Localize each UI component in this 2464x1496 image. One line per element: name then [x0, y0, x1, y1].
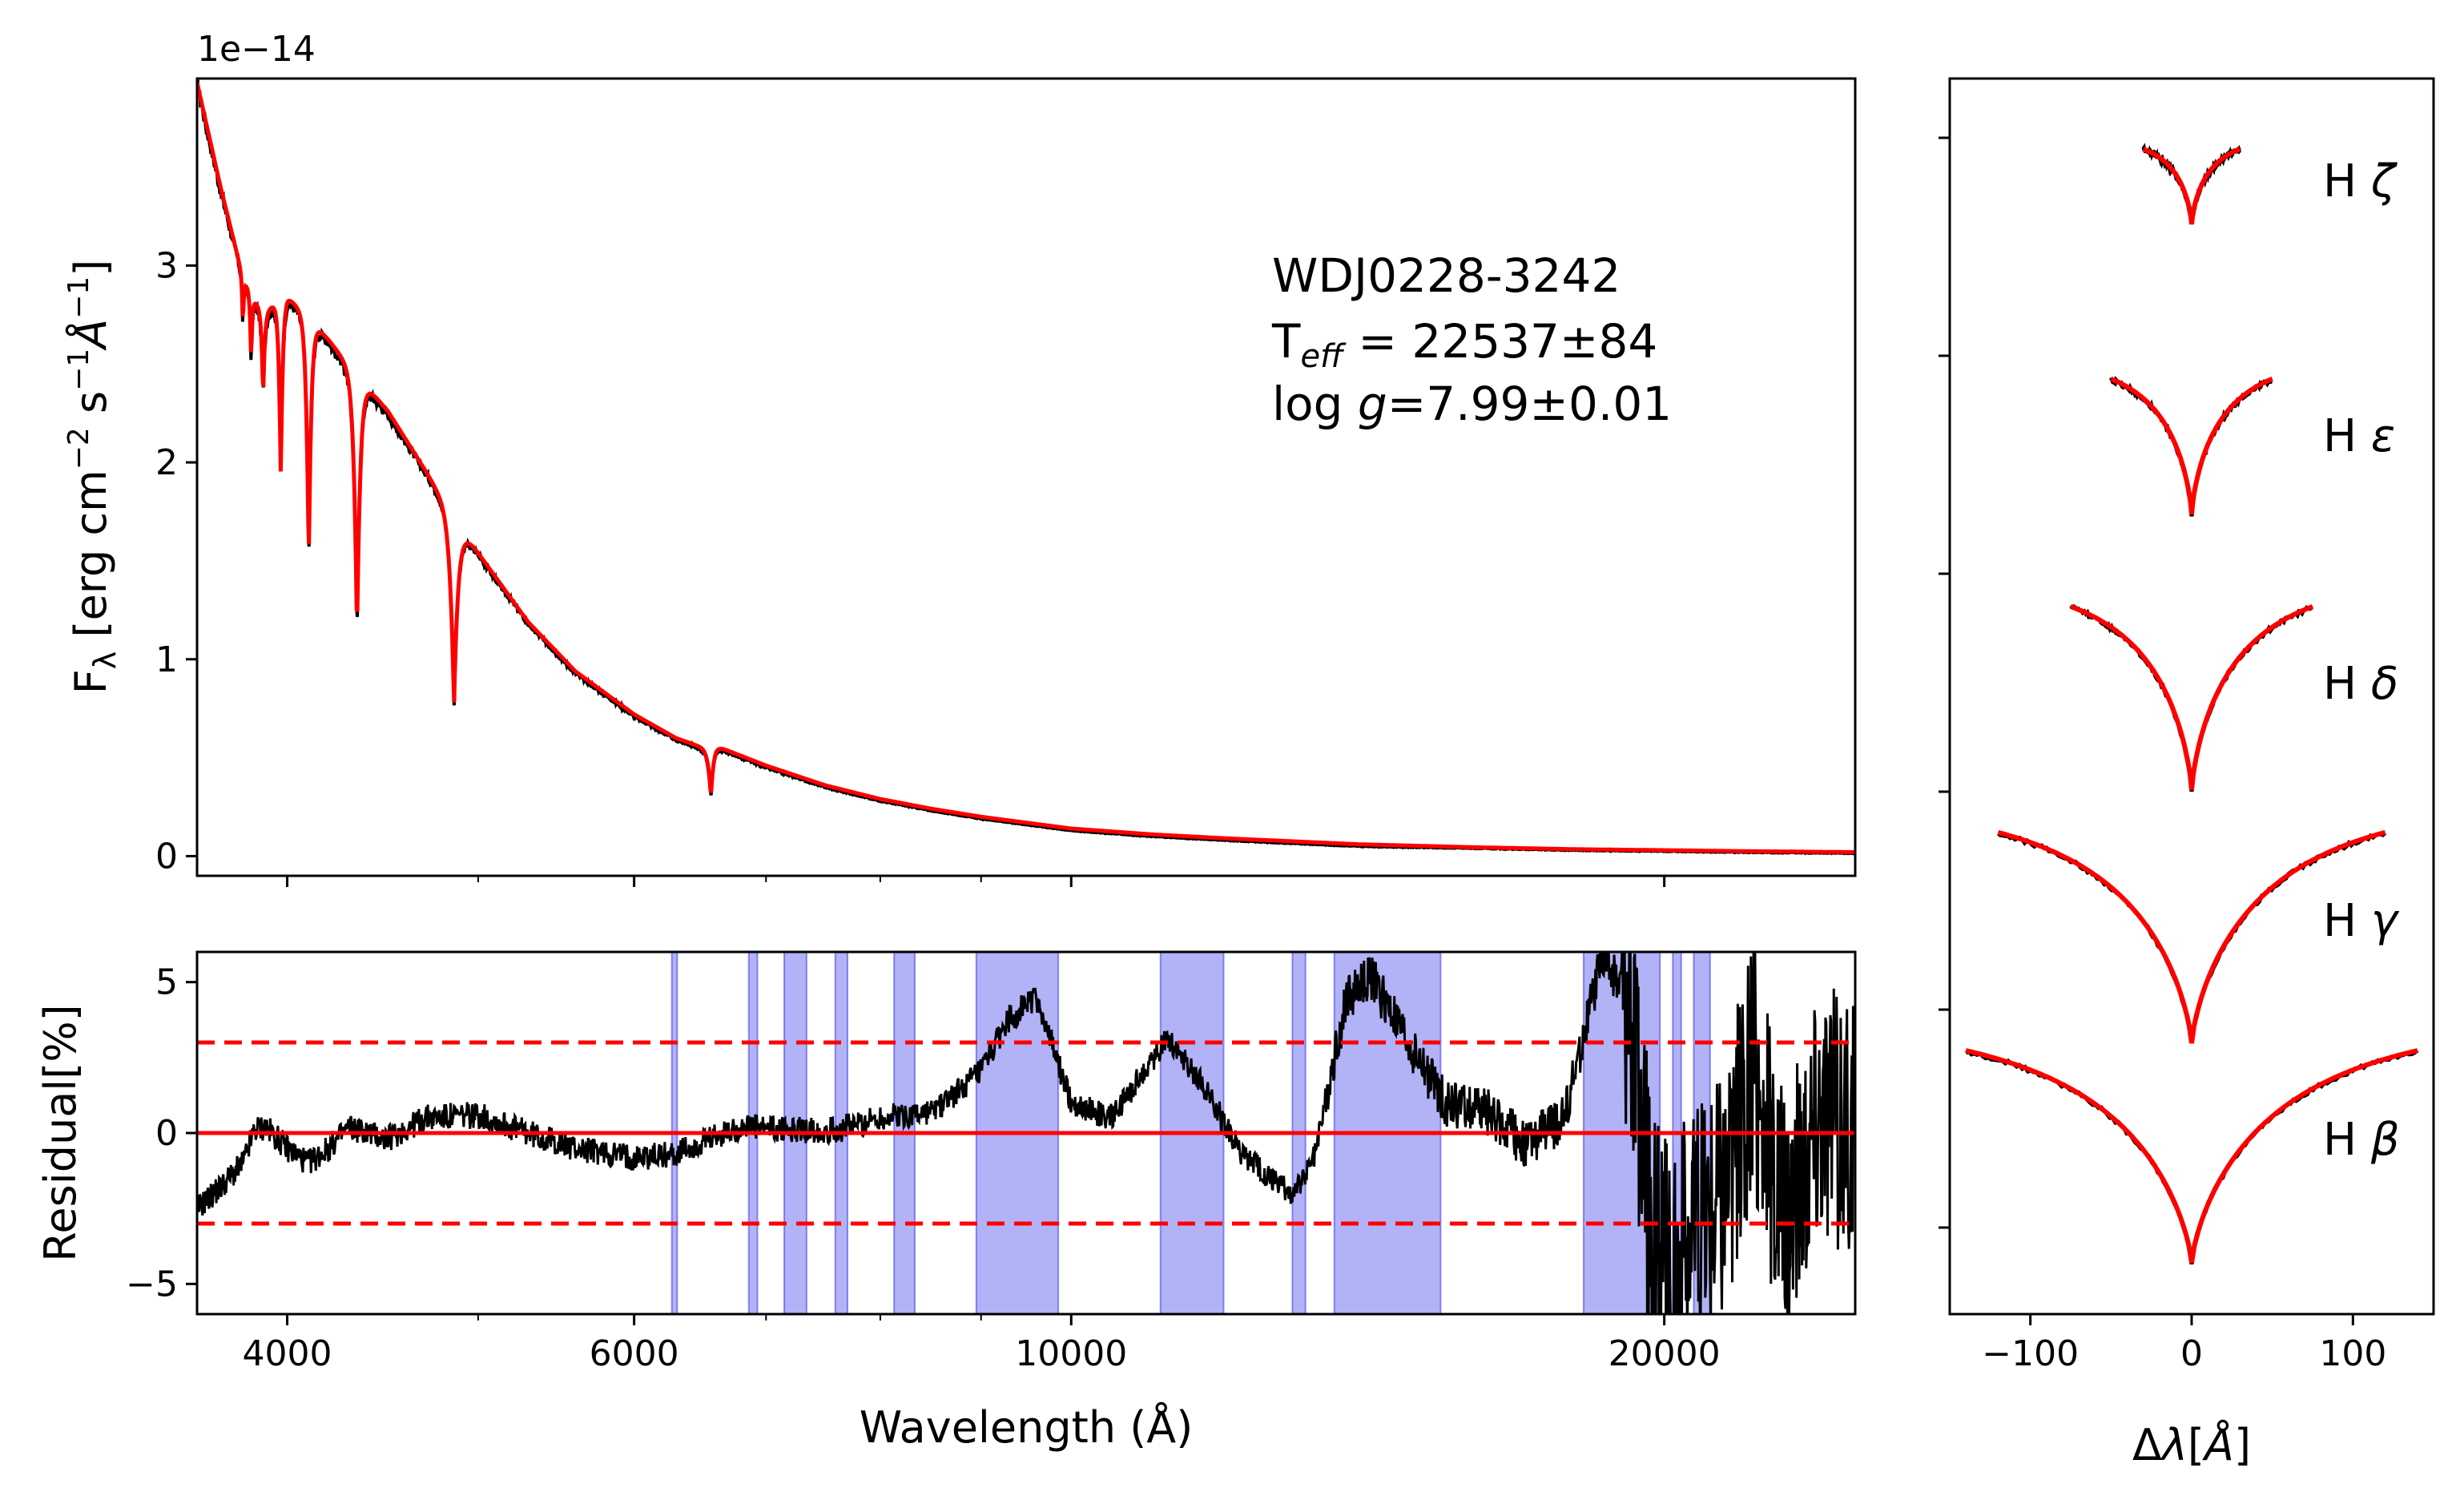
offset-text: 1e−14 [197, 29, 316, 70]
profile-axes: −100 0 100 [1939, 136, 2386, 1374]
delta-lambda-xlabel: Δλ[Å] [2132, 1419, 2251, 1470]
model-profile-line [1997, 829, 2386, 1044]
residual-plot-area [197, 952, 1855, 1314]
profile-labels: H ζ H ε H δ H γ H β [2323, 155, 2400, 1166]
profile-xtick-label: 0 [2180, 1333, 2203, 1374]
spectrum-ytick-label: 1 [155, 639, 178, 680]
profile-xtick-label: −100 [1982, 1333, 2079, 1374]
spectrum-frame [195, 77, 1857, 877]
model-profile-line [2142, 147, 2241, 225]
spectrum-ylabel: Fλ [erg cm−2 s−1Å−1] [62, 260, 123, 695]
spectrum-ytick-label: 0 [155, 836, 178, 877]
residual-line [197, 952, 1855, 1314]
spectrum-panel: 0 1 2 3 1e−14 Fλ [erg cm−2 s−1Å−1] WDJ0228-… [62, 29, 1857, 887]
residual-ytick-label: −5 [126, 1264, 178, 1304]
spectrum-axes: 0 1 2 3 [155, 245, 1666, 887]
residual-panel: 4000 6000 10000 20000 5 0 −5 Residual[%] Wavel… [35, 950, 1857, 1453]
model-profile-line [1965, 1048, 2418, 1264]
spectrum-ytick-label: 3 [155, 245, 178, 286]
star-name: WDJ0228-3242 [1272, 248, 1621, 303]
residual-xtick-label: 20000 [1608, 1333, 1721, 1374]
teff-text: Teff = 22537±84 [1271, 314, 1657, 375]
model-spectrum-line [197, 82, 1855, 854]
residual-xtick-label: 4000 [243, 1333, 332, 1374]
profile-label: H ζ [2323, 155, 2398, 208]
profile-label: H ε [2323, 410, 2395, 462]
model-profile-line [2110, 376, 2273, 515]
profile-label: H β [2323, 1114, 2400, 1166]
residual-ytick-label: 5 [155, 962, 178, 1003]
residual-xtick-label: 6000 [590, 1333, 679, 1374]
profile-xtick-label: 100 [2319, 1333, 2386, 1374]
spectrum-ytick-label: 2 [155, 442, 178, 483]
fit-annotation: WDJ0228-3242 Teff = 22537±84 log g=7.99±… [1271, 248, 1672, 431]
profile-label: H γ [2323, 895, 2400, 947]
line-profile-panel: H ζ H ε H δ H γ H β −100 0 100 Δλ[Å] [1939, 77, 2435, 1470]
residual-ylabel: Residual[%] [35, 1004, 86, 1262]
logg-text: log g=7.99±0.01 [1272, 377, 1672, 431]
residual-xtick-label: 10000 [1015, 1333, 1127, 1374]
profile-plot-area [1965, 143, 2419, 1265]
wavelength-xlabel: Wavelength (Å) [860, 1401, 1194, 1453]
residual-axes: 4000 6000 10000 20000 5 0 −5 [126, 962, 1721, 1374]
model-profile-line [2069, 604, 2314, 791]
profile-label: H δ [2323, 658, 2398, 710]
spectrum-plot-area [197, 79, 1855, 856]
residual-ytick-label: 0 [155, 1113, 178, 1154]
